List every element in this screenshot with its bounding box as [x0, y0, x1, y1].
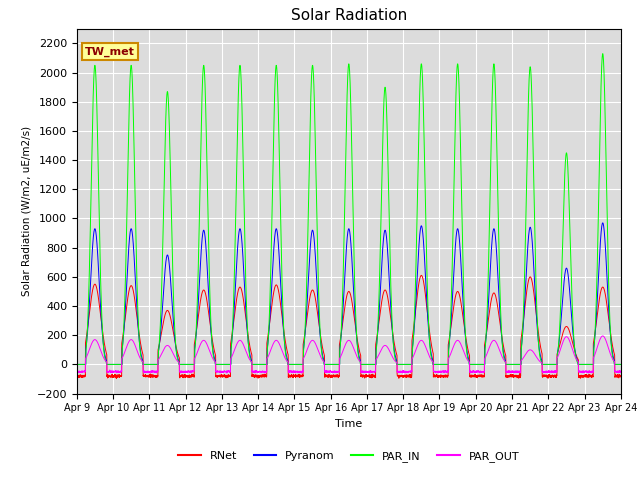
RNet — [502, 352, 509, 358]
RNet — [113, 375, 120, 381]
PAR_OUT — [599, 333, 607, 339]
PAR_IN — [616, 361, 624, 367]
Title: Solar Radiation: Solar Radiation — [291, 9, 407, 24]
Legend: RNet, Pyranom, PAR_IN, PAR_OUT: RNet, Pyranom, PAR_IN, PAR_OUT — [174, 446, 524, 467]
PAR_OUT — [471, 369, 479, 375]
Pyranom — [73, 361, 81, 367]
PAR_IN — [599, 51, 607, 57]
PAR_OUT — [616, 368, 624, 374]
PAR_IN — [617, 361, 625, 367]
RNet — [329, 374, 337, 380]
PAR_IN — [502, 360, 509, 365]
RNet — [441, 373, 449, 379]
PAR_OUT — [171, 353, 179, 359]
Pyranom — [328, 361, 336, 367]
Line: Pyranom: Pyranom — [77, 223, 621, 364]
Pyranom — [471, 361, 479, 367]
PAR_OUT — [617, 369, 625, 375]
Y-axis label: Solar Radiation (W/m2, uE/m2/s): Solar Radiation (W/m2, uE/m2/s) — [21, 126, 31, 296]
Line: PAR_IN: PAR_IN — [77, 54, 621, 364]
Text: TW_met: TW_met — [85, 47, 135, 57]
Pyranom — [440, 361, 448, 367]
RNet — [616, 373, 624, 379]
PAR_OUT — [328, 369, 336, 374]
PAR_IN — [471, 361, 479, 367]
RNet — [171, 337, 179, 343]
Pyranom — [599, 220, 607, 226]
Pyranom — [617, 361, 625, 367]
PAR_IN — [328, 361, 336, 367]
Pyranom — [616, 361, 624, 367]
PAR_IN — [440, 361, 448, 367]
RNet — [417, 273, 425, 278]
PAR_OUT — [441, 369, 449, 375]
PAR_IN — [73, 361, 81, 367]
PAR_IN — [171, 322, 179, 328]
PAR_OUT — [365, 370, 373, 376]
PAR_OUT — [502, 359, 509, 365]
Line: RNet: RNet — [77, 276, 621, 378]
PAR_OUT — [73, 368, 81, 374]
RNet — [617, 373, 625, 379]
RNet — [73, 373, 81, 379]
Pyranom — [171, 333, 179, 339]
Line: PAR_OUT: PAR_OUT — [77, 336, 621, 373]
X-axis label: Time: Time — [335, 419, 362, 429]
RNet — [471, 372, 479, 378]
Pyranom — [502, 358, 509, 363]
